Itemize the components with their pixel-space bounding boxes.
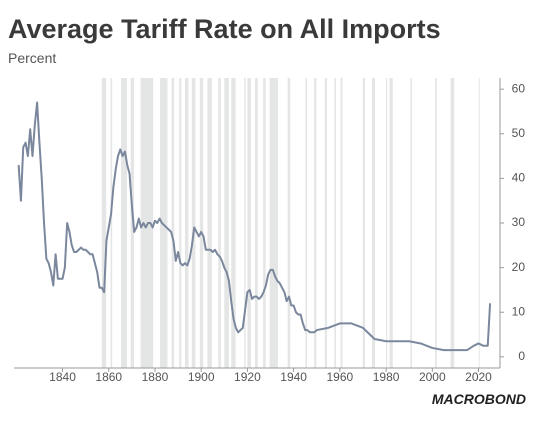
data-line	[17, 101, 492, 352]
shaded-period	[334, 78, 336, 368]
x-tick-label: 2000	[419, 370, 446, 384]
shaded-period	[244, 78, 246, 368]
x-tick-label: 1980	[373, 370, 400, 384]
y-tick-label: 50	[512, 126, 526, 140]
shaded-period	[199, 78, 204, 368]
shaded-period	[101, 78, 107, 368]
shaded-period	[140, 78, 154, 368]
shaded-period	[120, 78, 128, 368]
chart-subtitle: Percent	[8, 50, 56, 66]
shaded-period	[224, 78, 229, 368]
shaded-period	[231, 78, 236, 368]
shaded-period	[207, 78, 212, 368]
x-tick-label: 1900	[188, 370, 215, 384]
shaded-period	[450, 78, 455, 368]
shaded-period	[171, 78, 175, 368]
shaded-period	[314, 78, 317, 368]
shaded-period	[269, 78, 278, 368]
shaded-period	[191, 78, 196, 368]
x-tick-label: 1880	[142, 370, 169, 384]
x-tick-label: 1860	[95, 370, 122, 384]
shaded-period	[287, 78, 291, 368]
shaded-period	[340, 78, 343, 368]
y-tick-label: 20	[512, 260, 526, 274]
x-tick-label: 1960	[327, 370, 354, 384]
shaded-period	[185, 78, 189, 368]
shaded-period	[255, 78, 258, 368]
y-tick-label: 40	[512, 171, 526, 185]
shaded-period	[389, 78, 393, 368]
y-tick-label: 10	[512, 304, 526, 318]
chart-title: Average Tariff Rate on All Imports	[8, 14, 441, 44]
shaded-period	[160, 78, 168, 368]
shaded-period	[179, 78, 182, 368]
shaded-period	[371, 78, 375, 368]
y-tick-label: 30	[512, 215, 526, 229]
y-tick-label: 60	[512, 81, 526, 95]
logo: MACROBOND	[432, 391, 526, 407]
shaded-period	[386, 78, 388, 368]
shaded-period	[410, 78, 412, 368]
shaded-period	[218, 78, 221, 368]
y-tick-label: 0	[518, 349, 525, 363]
shaded-period	[263, 78, 266, 368]
x-tick-label: 1940	[280, 370, 307, 384]
x-tick-label: 1920	[234, 370, 261, 384]
shaded-period	[110, 78, 113, 368]
shaded-period	[362, 78, 366, 368]
shaded-period	[247, 78, 251, 368]
x-tick-label: 1840	[49, 370, 76, 384]
shaded-period	[130, 78, 134, 368]
shaded-period	[435, 78, 437, 368]
x-tick-label: 2020	[465, 370, 492, 384]
shaded-period	[324, 78, 327, 368]
shaded-period	[478, 78, 480, 368]
shaded-period	[305, 78, 308, 368]
